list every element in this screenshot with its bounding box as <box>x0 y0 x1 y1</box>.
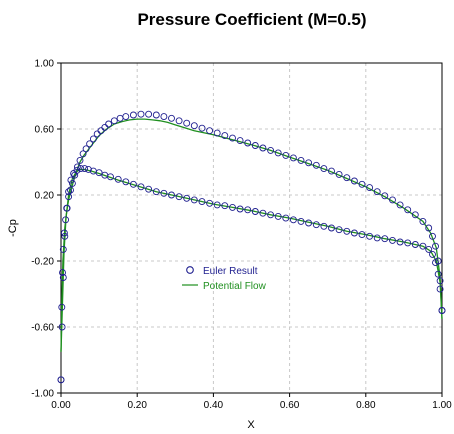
euler-upper-point <box>153 112 159 118</box>
y-tick-label: -0.20 <box>31 257 54 268</box>
x-tick-label: 0.20 <box>127 400 147 411</box>
euler-upper-point <box>161 114 167 120</box>
euler-upper-point <box>111 118 117 124</box>
euler-upper-point <box>130 112 136 118</box>
x-tick-label: 1.00 <box>432 400 452 411</box>
y-tick-label: 0.60 <box>35 125 55 136</box>
x-tick-label: 0.60 <box>280 400 300 411</box>
x-axis-ticks: 0.00 0.20 0.40 0.60 0.80 1.00 <box>51 393 452 411</box>
legend-marker-euler <box>187 267 194 274</box>
euler-upper-point <box>94 131 100 137</box>
euler-upper-point <box>138 111 144 117</box>
y-axis-ticks: -1.00 -0.60 -0.20 0.20 0.60 1.00 <box>31 59 61 400</box>
euler-upper-point <box>106 121 112 127</box>
legend-label-potential: Potential Flow <box>203 281 267 292</box>
euler-upper-point <box>146 111 152 117</box>
x-tick-label: 0.80 <box>356 400 376 411</box>
gridlines <box>61 63 442 393</box>
euler-upper-point <box>191 123 197 129</box>
y-tick-label: -0.60 <box>31 323 54 334</box>
euler-upper-point <box>169 115 175 121</box>
euler-upper-point <box>199 125 205 131</box>
y-tick-label: 0.20 <box>35 191 55 202</box>
plot-area <box>61 63 442 393</box>
x-axis-label: X <box>247 419 255 431</box>
y-tick-label: -1.00 <box>31 389 54 400</box>
y-tick-label: 1.00 <box>35 59 55 70</box>
series-layer <box>58 111 445 383</box>
legend: Euler Result Potential Flow <box>182 266 267 292</box>
euler-upper-point <box>117 115 123 121</box>
y-axis-label: -Cp <box>7 219 19 237</box>
x-tick-label: 0.00 <box>51 400 71 411</box>
x-tick-label: 0.40 <box>204 400 224 411</box>
euler-upper-point <box>176 118 182 124</box>
euler-upper-point <box>184 120 190 126</box>
legend-label-euler: Euler Result <box>203 266 258 277</box>
euler-upper-point <box>207 128 213 134</box>
chart-title: Pressure Coefficient (M=0.5) <box>137 10 366 29</box>
euler-upper-point <box>98 128 104 134</box>
euler-upper-point <box>123 114 129 120</box>
